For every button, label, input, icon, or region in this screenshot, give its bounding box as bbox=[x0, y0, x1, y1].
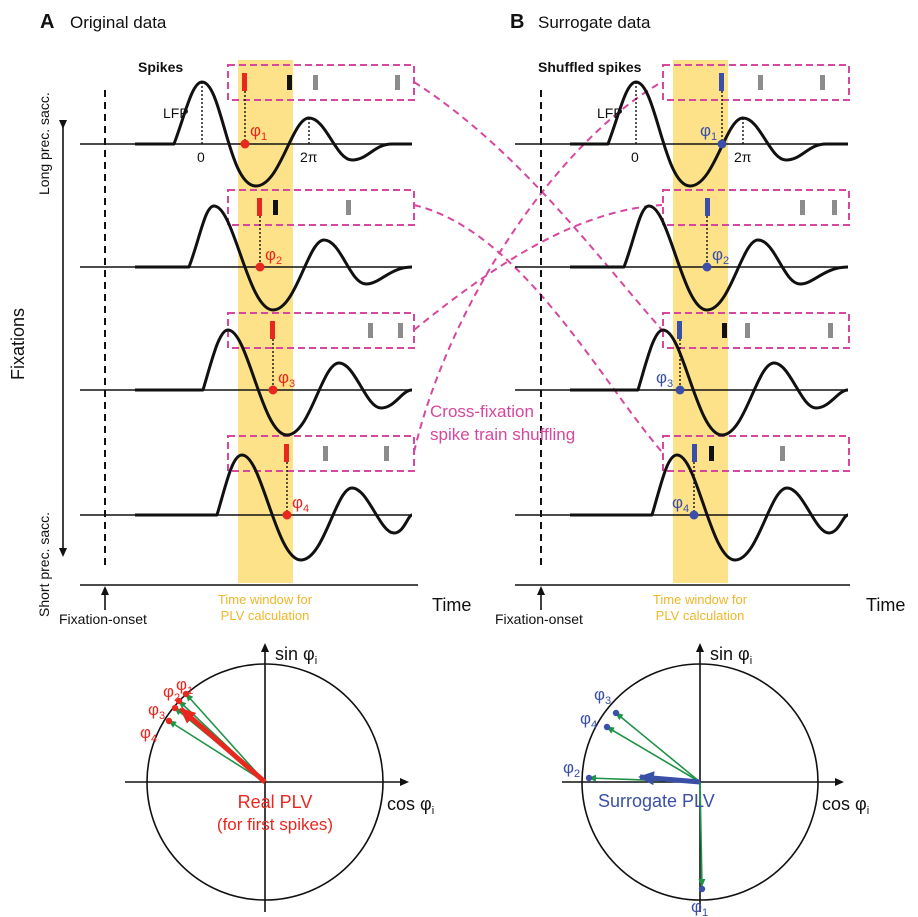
panel-b-title: Surrogate data bbox=[538, 13, 651, 32]
polar-a-phi1: φ1 bbox=[176, 675, 193, 697]
phase-label-b3: φ3 bbox=[656, 368, 673, 390]
shuffle-curves bbox=[413, 81, 663, 453]
phase-label-a1: φ1 bbox=[250, 121, 267, 143]
polar-b-phi1: φ1 bbox=[691, 897, 708, 917]
window-label-a-line2: PLV calculation bbox=[221, 608, 310, 623]
dotted-guides bbox=[201, 82, 744, 515]
two-pi-label-b: 2π bbox=[734, 149, 752, 165]
short-sacc-label: Short prec. sacc. bbox=[36, 512, 52, 617]
shuffle-label-line1: Cross-fixation bbox=[430, 402, 534, 421]
fixations-axis-label: Fixations bbox=[8, 308, 28, 380]
phase-dots-b bbox=[675, 139, 727, 520]
lfp-traces bbox=[135, 80, 849, 562]
panel-b-letter: B bbox=[510, 11, 524, 33]
baselines bbox=[80, 143, 848, 516]
cos-label-b: cos φi bbox=[822, 794, 869, 817]
spikes-label-b: Shuffled spikes bbox=[538, 59, 642, 75]
zero-label-b: 0 bbox=[631, 149, 639, 165]
polar-plot-b bbox=[562, 643, 844, 912]
fixation-onset-label-a: Fixation-onset bbox=[59, 611, 147, 627]
real-plv-label-line2: (for first spikes) bbox=[217, 815, 333, 834]
phase-label-a2: φ2 bbox=[265, 245, 282, 267]
phase-label-b2: φ2 bbox=[712, 245, 729, 267]
polar-a-phi2: φ2 bbox=[163, 682, 180, 704]
phase-label-a4: φ4 bbox=[292, 493, 309, 515]
fixation-onset-label-b: Fixation-onset bbox=[495, 611, 583, 627]
window-label-b-line2: PLV calculation bbox=[656, 608, 745, 623]
window-label-a-line1: Time window for bbox=[218, 592, 313, 607]
lfp-label-a: LFP bbox=[163, 105, 189, 121]
fixation-onset-lines bbox=[104, 90, 542, 570]
spike-train-boxes-b bbox=[662, 64, 850, 472]
real-plv-label-line1: Real PLV bbox=[238, 792, 313, 812]
polar-b-phi4: φ4 bbox=[580, 709, 597, 731]
surrogate-plv-label: Surrogate PLV bbox=[598, 791, 715, 811]
spikes-a bbox=[242, 73, 403, 462]
spikes-label-a: Spikes bbox=[138, 59, 183, 75]
polar-plot-a bbox=[125, 643, 409, 912]
shuffle-label-line2: spike train shuffling bbox=[430, 425, 575, 444]
cos-label-a: cos φi bbox=[387, 794, 434, 817]
sin-label-a: sin φi bbox=[275, 644, 317, 667]
zero-label-a: 0 bbox=[197, 149, 205, 165]
window-label-b-line1: Time window for bbox=[653, 592, 748, 607]
two-pi-label-a: 2π bbox=[300, 149, 318, 165]
spikes-b bbox=[677, 73, 837, 462]
phase-label-a3: φ3 bbox=[278, 368, 295, 390]
time-label-a: Time bbox=[432, 595, 471, 615]
sin-label-b: sin φi bbox=[710, 644, 752, 667]
lfp-label-b: LFP bbox=[597, 105, 623, 121]
phase-label-b4: φ4 bbox=[672, 493, 689, 515]
surrogate-plv-arrow bbox=[638, 771, 701, 786]
panel-a-title: Original data bbox=[70, 13, 167, 32]
long-sacc-label: Long prec. sacc. bbox=[36, 92, 52, 195]
polar-b-phi2: φ2 bbox=[563, 758, 580, 780]
polar-b-phi3: φ3 bbox=[594, 685, 611, 707]
polar-a-phi3: φ3 bbox=[148, 700, 165, 722]
phase-label-b1: φ1 bbox=[700, 121, 717, 143]
real-plv-arrow bbox=[179, 707, 267, 784]
panel-a-letter: A bbox=[40, 11, 54, 33]
phase-dots-a bbox=[240, 139, 292, 520]
time-label-b: Time bbox=[866, 595, 905, 615]
polar-a-phi4: φ4 bbox=[140, 723, 157, 745]
